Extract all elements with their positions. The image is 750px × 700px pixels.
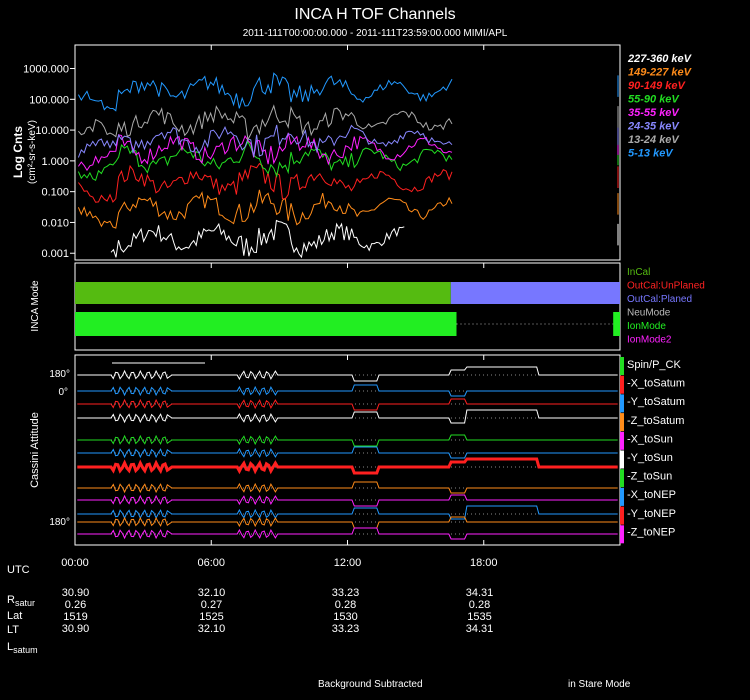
lt-label: LT [7,624,20,636]
att-ytick-bottom: 180° [49,517,70,528]
att-color-key [620,431,624,450]
att-color-key [620,413,624,432]
tof-series-line [77,189,453,229]
att-series-line [77,398,618,411]
att-legend-item: -X_toSun [627,433,673,445]
ephemeris-col-0: 30.90 0.26 1519 30.90 [61,587,90,635]
tof-legend-item: 55-90 keV [628,94,680,106]
footer-mode-note: in Stare Mode [568,679,631,690]
mode-legend-item: OutCal:Planed [627,294,692,305]
att-legend-item: -X_toNEP [627,489,676,501]
tof-legend-item: 149-227 keV [628,67,693,79]
att-legend-item: -Y_toSatum [627,396,685,408]
attitude-plot: Spin/P_CK -X_toSatum -Y_toSatum -Z_toSatum -… [75,357,685,544]
att-series-line [77,446,618,459]
tof-plot: 1000.000 100.000 10.000 1.000 0.100 0.010 0.00… [23,53,693,260]
att-ytick-zero: 0° [58,387,68,398]
mode-plot: InCal OutCal:UnPlaned OutCal:Planed NeuMode… [75,267,705,346]
mode-legend-item: IonMode [627,321,666,332]
mode-segment [75,312,457,336]
att-legend-item: -Y_toNEP [627,508,676,520]
mode-segment [613,312,620,336]
att-series-line [77,434,618,447]
attitude-ylabel: Cassini Attitude [29,412,41,488]
tof-legend-item: 13-24 keV [628,134,680,146]
r-label: Rsatur [7,594,35,609]
att-legend-item: -Z_toNEP [627,526,675,538]
tof-legend-item: 227-360 keV [627,53,693,65]
tof-ytick-label: 100.000 [29,94,69,106]
tof-ytick-label: 10.000 [35,125,69,137]
tof-ytick-label: 0.100 [41,187,69,199]
att-color-key [620,487,624,506]
att-color-key [620,450,624,469]
att-series-line [77,481,618,494]
mode-legend-item: NeuMode [627,308,671,319]
tof-series-line [77,124,453,158]
tof-yunits: (cm²-sr-s-keV) [27,120,38,184]
ephemeris-col-2: 33.23 0.28 1530 33.23 [331,587,360,635]
mode-panel-frame [74,262,621,351]
x-tick-label: 06:00 [197,557,225,569]
att-series-line [77,384,618,397]
att-legend-item: -Z_toSatum [627,415,684,427]
mode-segment [450,282,620,304]
att-series-line [77,527,618,540]
x-tick-label: 18:00 [470,557,498,569]
att-color-key [620,469,624,488]
tof-series-line [77,72,453,112]
att-series-line [77,457,618,475]
att-series-line [77,494,618,507]
ephemeris-col-3: 34.31 0.28 1535 34.31 [465,587,494,635]
l-label: Lsatum [7,641,38,656]
tof-legend-item: 24-35 keV [627,121,680,133]
att-color-key [620,394,624,413]
tof-ylabel: Log Cnts [11,126,25,178]
x-tick-label: 12:00 [334,557,362,569]
att-legend-item: Spin/P_CK [627,359,681,371]
tof-ytick-label: 1000.000 [23,64,69,76]
mode-ylabel: INCA Mode [30,280,41,332]
att-series-line [77,409,618,424]
mode-legend-item: OutCal:UnPlaned [627,281,705,292]
tof-legend-item: 5-13 keV [628,148,674,160]
att-series-line [77,516,618,529]
att-legend-item: -Y_toSun [627,452,673,464]
utc-label: UTC [7,564,30,576]
tof-ytick-label: 1.000 [41,156,69,168]
att-color-key [620,375,624,394]
att-color-key [620,506,624,525]
tof-ytick-label: 0.001 [41,248,69,260]
tof-series-line [78,162,453,203]
footer-background-note: Background Subtracted [318,679,423,690]
chart-title: INCA H TOF Channels [294,6,456,23]
att-color-key [620,357,624,375]
att-ytick-top: 180° [49,369,70,380]
mode-legend-item: IonMode2 [627,335,672,346]
tof-ytick-label: 0.010 [41,217,69,229]
att-legend-item: -X_toSatum [627,378,685,390]
mode-legend-item: InCal [627,267,650,278]
tof-series-line [110,219,405,259]
x-tick-label: 00:00 [61,557,89,569]
att-series-line [77,366,618,382]
tof-legend-item: 90-149 keV [628,80,687,92]
tof-series-line [77,132,453,172]
tof-legend-item: 35-55 keV [628,107,680,119]
tof-series-line [78,104,453,142]
chart-subtitle: 2011-111T00:00:00.000 - 2011-111T23:59:0… [242,28,508,39]
att-series-line [77,505,618,520]
lat-label: Lat [7,610,23,622]
att-color-key [620,525,624,544]
x-axis: 00:00 06:00 12:00 18:00 [61,45,498,569]
ephemeris-col-1: 32.10 0.27 1525 32.10 [197,587,226,635]
att-legend-item: -Z_toSun [627,471,672,483]
mode-segment [75,282,451,304]
